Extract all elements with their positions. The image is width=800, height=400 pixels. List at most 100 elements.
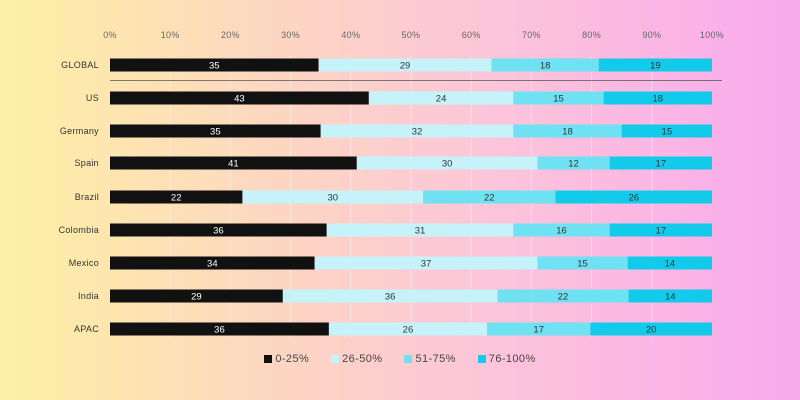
data-label: 26 [628,193,639,204]
bar-segment [609,223,712,237]
category-label: APAC [74,324,99,334]
data-label: 15 [553,94,564,105]
bar-segment [423,190,556,204]
bar-segment [110,322,329,336]
stacked-bar-chart: 0% 10% 20% 30% 40% 50% 60% 70% 80% 90% 100% GLOBAL 3… [58,30,724,336]
bar-segment [491,58,599,72]
bar-segment [110,124,321,138]
data-label: 24 [436,94,447,105]
legend-label-0-25: 0-25% [275,353,310,365]
x-tick-label: 70% [522,30,541,40]
bar-segment [621,124,712,138]
bar-segment [537,156,610,170]
bar-segment [537,256,628,270]
data-label: 34 [207,259,218,270]
data-label: 36 [213,226,224,237]
bar-segment [603,91,712,105]
data-label: 20 [646,325,657,336]
x-tick-label: 30% [281,30,300,40]
x-tick-label: 20% [221,30,240,40]
data-label: 15 [577,259,588,270]
data-label: 17 [533,325,544,336]
bar-segment [328,322,488,336]
data-label: 12 [568,159,579,170]
x-tick-label: 60% [462,30,481,40]
data-label: 29 [191,292,202,303]
legend-swatch-0-25 [264,355,273,363]
data-label: 36 [214,325,225,336]
x-tick-label: 100% [700,30,724,40]
data-label: 26 [403,325,414,336]
bar-segment [368,91,514,105]
bar-segment [513,91,604,105]
data-label: 22 [558,292,569,303]
bar-segment [356,156,538,170]
category-label: Spain [74,158,99,168]
legend-label-76-100: 76-100% [488,353,536,365]
category-label: India [78,291,99,301]
data-label: 41 [228,159,239,170]
bar-segment [628,289,712,303]
x-tick-label: 40% [341,30,360,40]
x-tick-label: 90% [642,30,661,40]
data-label: 19 [650,61,661,72]
bar-segment [282,289,498,303]
legend-label-26-50: 26-50% [342,353,383,365]
legend: 0-25% 26-50% 51-75% 76-100% [0,353,800,365]
bar-segment [314,256,538,270]
bar-segment [110,289,283,303]
bar-segment [110,58,319,72]
legend-item-76-100: 76-100% [477,353,536,365]
data-label: 16 [556,226,567,237]
bar-segment [110,256,315,270]
bar-segment [320,124,514,138]
category-label: GLOBAL [61,60,99,70]
bar-segment [627,256,712,270]
data-label: 14 [665,259,676,270]
category-label: Germany [60,126,99,136]
data-label: 18 [653,94,664,105]
bar-segment [513,223,610,237]
data-label: 22 [171,193,182,204]
legend-label-51-75: 51-75% [415,353,456,365]
legend-item-0-25: 0-25% [264,353,309,365]
bar-segment [326,223,514,237]
data-label: 17 [656,159,667,170]
bar-segment [609,156,712,170]
data-label: 31 [415,226,426,237]
data-label: 35 [209,61,220,72]
data-label: 32 [412,127,423,138]
category-label: US [86,93,99,103]
data-label: 36 [385,292,396,303]
bar-segment [242,190,424,204]
bar-segment [318,58,492,72]
data-label: 22 [484,193,495,204]
bar-segment [110,91,369,105]
category-label: Colombia [59,225,99,235]
data-label: 29 [400,61,411,72]
bar-segment [497,289,629,303]
data-label: 17 [656,226,667,237]
data-label: 18 [540,61,551,72]
data-label: 37 [421,259,432,270]
bar-segment [110,156,357,170]
legend-swatch-51-75 [404,355,413,363]
legend-swatch-76-100 [477,355,486,363]
x-tick-label: 80% [582,30,601,40]
data-label: 30 [327,193,338,204]
data-label: 15 [662,127,673,138]
bar-segment [598,58,712,72]
x-tick-label: 10% [161,30,180,40]
x-tick-label: 50% [402,30,421,40]
data-label: 30 [442,159,453,170]
bar-segment [555,190,712,204]
bar-segment [110,223,327,237]
bar-segment [110,190,243,204]
legend-item-51-75: 51-75% [404,353,455,365]
data-label: 18 [562,127,573,138]
category-label: Brazil [75,192,99,202]
legend-item-26-50: 26-50% [331,353,382,365]
data-label: 14 [665,292,676,303]
bar-segment [487,322,591,336]
